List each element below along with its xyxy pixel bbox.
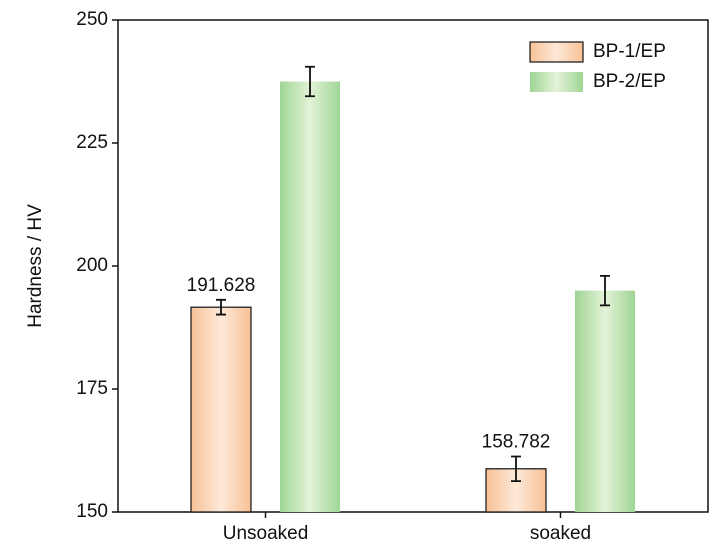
bar <box>575 290 635 512</box>
bar <box>280 81 340 512</box>
error-bar <box>305 65 315 98</box>
legend-label: BP-2/EP <box>593 71 666 92</box>
y-axis-label: Hardness / HV <box>25 204 46 328</box>
x-tick-label: soaked <box>530 523 591 544</box>
error-bar <box>216 298 226 316</box>
x-tick-label: Unsoaked <box>223 523 309 544</box>
bar <box>190 306 252 513</box>
value-label: 191.628 <box>187 275 256 296</box>
legend-label: BP-1/EP <box>593 41 666 62</box>
y-tick-label: 200 <box>76 255 108 276</box>
legend-swatch <box>529 41 584 63</box>
value-label: 158.782 <box>482 432 551 453</box>
y-tick-label: 250 <box>76 9 108 30</box>
error-bar <box>600 274 610 307</box>
legend-swatch <box>530 72 583 92</box>
y-tick-label: 175 <box>76 378 108 399</box>
y-tick-label: 150 <box>76 501 108 522</box>
error-bar <box>511 455 521 482</box>
y-tick-label: 225 <box>76 132 108 153</box>
